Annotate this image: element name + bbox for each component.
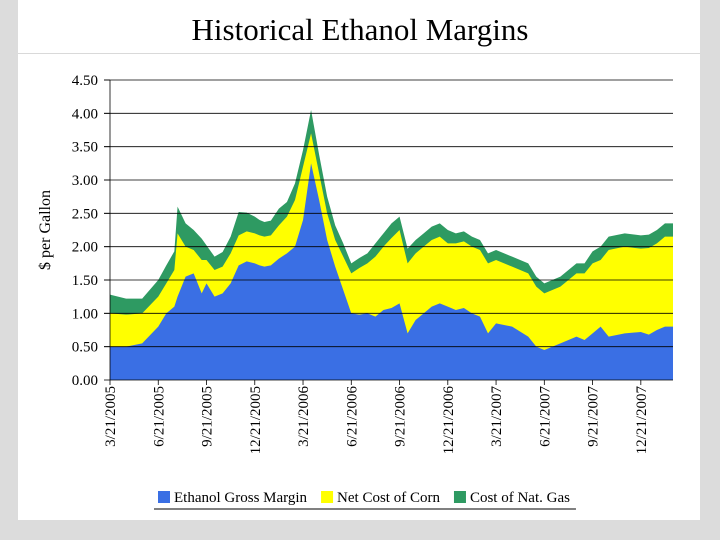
ethanol-margins-chart: 0.00 0.50 1.00 1.50 2.00 2.50 3.00 3.50 4.00 4.50… [37, 73, 673, 510]
x-tick-label: 9/21/2006 [393, 386, 409, 447]
y-tick-label: 0.00 [72, 373, 98, 389]
legend-label-net-cost-of-corn: Net Cost of Corn [337, 490, 440, 506]
y-tick-label: 1.00 [72, 306, 98, 322]
y-axis-label: $ per Gallon [37, 190, 54, 270]
legend-label-cost-of-nat-gas: Cost of Nat. Gas [470, 490, 570, 506]
legend-label-ethanol-gross-margin: Ethanol Gross Margin [174, 490, 308, 506]
y-tick-label: 3.00 [72, 173, 98, 189]
x-tick-label: 12/21/2005 [248, 386, 264, 454]
x-tick-label: 9/21/2005 [200, 386, 216, 447]
chart-panel: 0.00 0.50 1.00 1.50 2.00 2.50 3.00 3.50 4.00 4.50… [18, 54, 700, 520]
legend-swatch-cost-of-nat-gas [453, 491, 466, 503]
x-tick-label: 12/21/2006 [441, 386, 457, 455]
x-tick-label: 6/21/2006 [344, 386, 360, 447]
chart-title: Historical Ethanol Margins [191, 12, 529, 47]
area-ethanol-gross-margin [110, 163, 673, 380]
x-tick-label: 3/21/2005 [103, 386, 119, 447]
y-tick-label: 3.50 [72, 140, 98, 156]
y-tick-label: 0.50 [72, 340, 98, 356]
y-tick-label: 2.50 [72, 206, 98, 222]
y-tick-label: 4.00 [72, 106, 98, 122]
legend-swatch-net-cost-of-corn [321, 491, 334, 503]
y-tick-label: 4.50 [72, 73, 98, 89]
legend-swatch-ethanol-gross-margin [158, 491, 170, 503]
x-tick-label: 6/21/2007 [537, 386, 553, 447]
x-tick-label: 6/21/2005 [151, 386, 167, 447]
axis-layer: 0.00 0.50 1.00 1.50 2.00 2.50 3.00 3.50 4.00 4.50… [37, 73, 673, 454]
x-tick-label: 9/21/2007 [586, 386, 602, 447]
y-tick-label: 2.00 [72, 240, 98, 256]
legend-layer: Ethanol Gross Margin Net Cost of Corn Cost… [154, 490, 576, 510]
x-tick-label: 3/21/2007 [489, 386, 505, 447]
y-tick-label: 1.50 [72, 273, 98, 289]
grid-layer [104, 79, 673, 348]
x-tick-label: 12/21/2007 [634, 386, 650, 455]
x-tick-label: 3/21/2006 [296, 386, 312, 447]
plot-layer [110, 110, 673, 380]
